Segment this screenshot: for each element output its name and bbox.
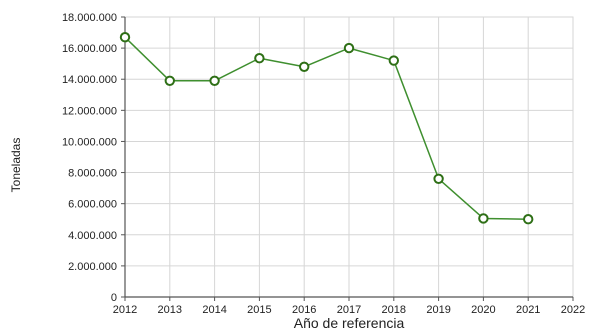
x-tick-label: 2014	[202, 304, 226, 316]
x-axis-title: Año de referencia	[294, 315, 405, 331]
data-point	[164, 75, 176, 86]
y-tick-label: 8.000.000	[68, 168, 117, 180]
y-tick-label: 18.000.000	[62, 12, 117, 24]
data-point	[478, 213, 489, 224]
data-point	[254, 53, 265, 64]
x-tick-label: 2021	[516, 304, 540, 316]
series-line	[124, 36, 529, 220]
y-tick-label: 12.000.000	[62, 105, 117, 117]
y-tick-label: 0	[111, 292, 117, 304]
y-tick-label: 4.000.000	[68, 230, 117, 242]
x-tick-label: 2015	[247, 304, 271, 316]
y-tick-label: 14.000.000	[62, 74, 117, 86]
x-tick-label: 2018	[382, 304, 406, 316]
points-layer	[119, 32, 534, 225]
x-tick-label: 2022	[561, 304, 585, 316]
y-tick-label: 10.000.000	[62, 136, 117, 148]
y-tick-label: 6.000.000	[68, 199, 117, 211]
x-tick-label: 2019	[426, 304, 450, 316]
x-tick-label: 2020	[471, 304, 495, 316]
data-point	[523, 214, 534, 225]
x-tick-label: 2012	[113, 304, 137, 316]
series-layer	[124, 36, 529, 220]
y-tick-label: 16.000.000	[62, 43, 117, 55]
labels-layer: 2012 2013 2014 2015 2016 2017 2018 2019 2020 2021…	[62, 12, 585, 316]
x-tick-label: 2013	[158, 304, 182, 316]
grid-layer	[124, 16, 574, 298]
data-point	[343, 42, 355, 54]
data-point	[433, 173, 444, 184]
data-point	[119, 32, 131, 43]
y-tick-label: 2.000.000	[68, 261, 117, 273]
data-point	[299, 61, 310, 72]
data-point	[209, 75, 220, 86]
axes-layer	[121, 16, 574, 301]
x-tick-label: 2016	[292, 304, 316, 316]
x-tick-label: 2017	[337, 304, 361, 316]
data-point	[388, 55, 399, 66]
y-axis-title: Toneladas	[9, 138, 23, 193]
